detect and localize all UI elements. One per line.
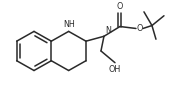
Text: OH: OH (109, 65, 121, 74)
Text: O: O (117, 2, 123, 11)
Text: O: O (137, 24, 143, 33)
Text: NH: NH (63, 20, 74, 29)
Text: N: N (105, 26, 111, 35)
